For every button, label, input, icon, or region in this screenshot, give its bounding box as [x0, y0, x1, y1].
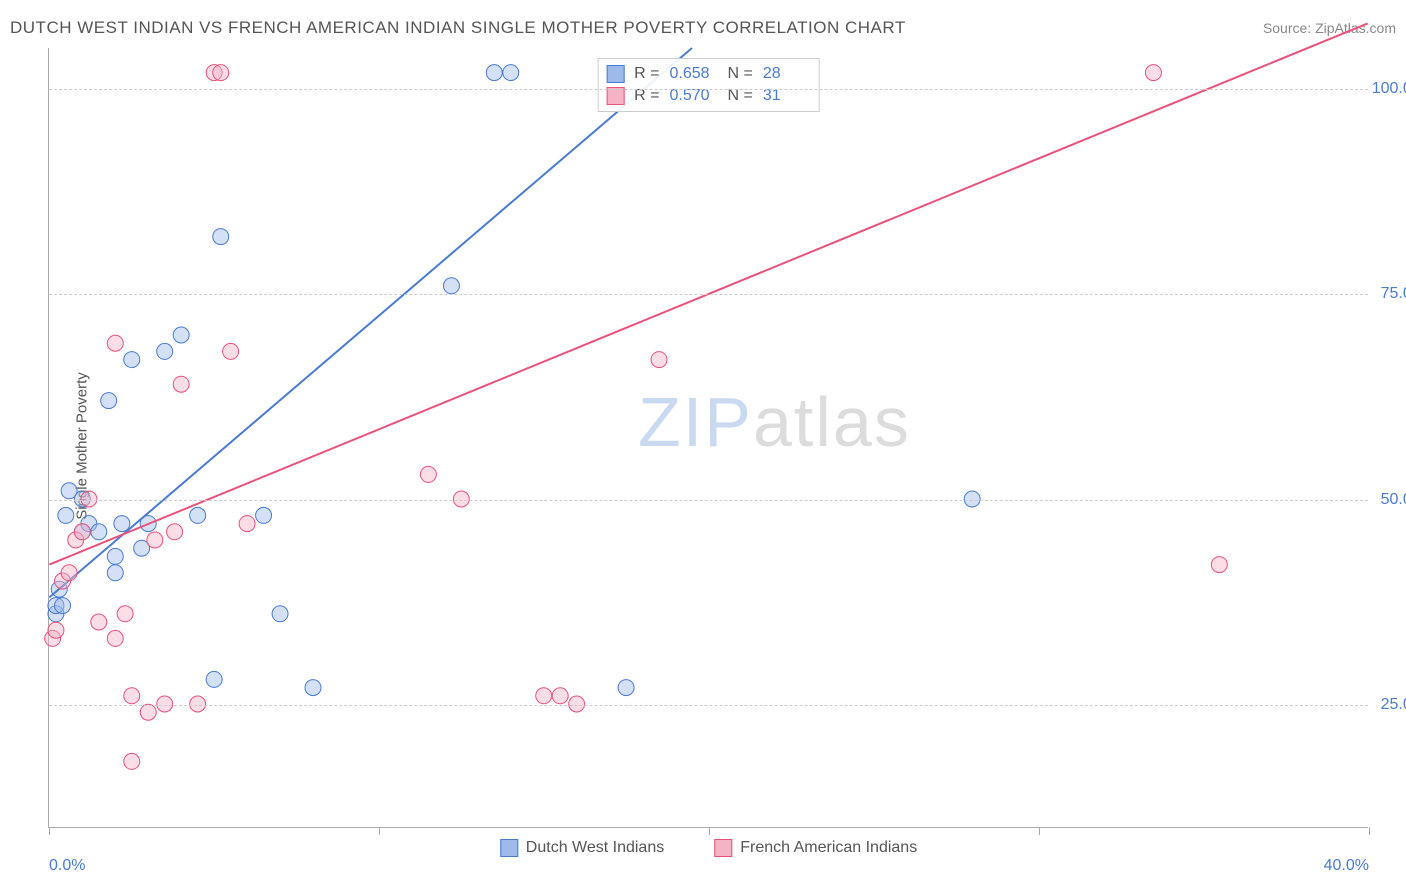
data-point: [239, 516, 255, 532]
data-point: [173, 327, 189, 343]
data-point: [173, 376, 189, 392]
stats-row: R = 0.658 N = 28: [606, 63, 811, 85]
data-point: [486, 65, 502, 81]
gridline-h: [49, 500, 1368, 501]
legend-swatch: [714, 839, 732, 857]
data-point: [147, 532, 163, 548]
legend-label: Dutch West Indians: [526, 839, 664, 857]
x-tick: [1039, 827, 1040, 835]
data-point: [58, 507, 74, 523]
stats-swatch: [606, 65, 624, 83]
data-point: [117, 606, 133, 622]
data-point: [552, 688, 568, 704]
data-point: [420, 466, 436, 482]
data-point: [124, 753, 140, 769]
data-point: [1211, 557, 1227, 573]
data-point: [107, 335, 123, 351]
data-point: [167, 524, 183, 540]
x-tick-label: 0.0%: [49, 857, 85, 875]
data-point: [1145, 65, 1161, 81]
data-point: [157, 343, 173, 359]
gridline-h: [49, 89, 1368, 90]
data-point: [91, 614, 107, 630]
data-point: [536, 688, 552, 704]
plot-area: ZIPatlas R =0.658N =28R =0.570N =31 Dutc…: [48, 48, 1368, 828]
data-point: [206, 671, 222, 687]
stats-r-value: 0.658: [670, 65, 718, 83]
x-tick: [379, 827, 380, 835]
data-point: [101, 393, 117, 409]
data-point: [107, 630, 123, 646]
data-point: [61, 565, 77, 581]
legend-bottom: Dutch West Indians French American Indian…: [500, 839, 917, 857]
gridline-h: [49, 294, 1368, 295]
x-tick-label: 40.0%: [1324, 857, 1369, 875]
data-point: [190, 507, 206, 523]
data-point: [124, 352, 140, 368]
stats-box: R =0.658N =28R =0.570N =31: [597, 58, 820, 112]
data-point: [651, 352, 667, 368]
legend-label: French American Indians: [740, 839, 917, 857]
data-point: [74, 524, 90, 540]
data-point: [223, 343, 239, 359]
source-label: Source: ZipAtlas.com: [1263, 20, 1396, 36]
data-point: [140, 704, 156, 720]
y-tick-label: 25.0%: [1381, 696, 1406, 714]
stats-r-label: R =: [634, 65, 659, 83]
y-tick-label: 100.0%: [1372, 80, 1406, 98]
data-point: [55, 598, 71, 614]
chart-svg: [49, 48, 1368, 827]
data-point: [503, 65, 519, 81]
data-point: [213, 229, 229, 245]
chart-title: DUTCH WEST INDIAN VS FRENCH AMERICAN IND…: [10, 18, 906, 38]
trend-line: [49, 48, 692, 597]
data-point: [443, 278, 459, 294]
stats-n-value: 28: [763, 65, 811, 83]
data-point: [618, 680, 634, 696]
data-point: [305, 680, 321, 696]
gridline-h: [49, 705, 1368, 706]
legend-item: French American Indians: [714, 839, 917, 857]
stats-n-label: N =: [728, 65, 753, 83]
x-tick: [1369, 827, 1370, 835]
data-point: [213, 65, 229, 81]
data-point: [124, 688, 140, 704]
legend-item: Dutch West Indians: [500, 839, 664, 857]
data-point: [107, 548, 123, 564]
data-point: [91, 524, 107, 540]
y-tick-label: 50.0%: [1381, 491, 1406, 509]
data-point: [272, 606, 288, 622]
data-point: [256, 507, 272, 523]
data-point: [48, 622, 64, 638]
legend-swatch: [500, 839, 518, 857]
x-tick: [49, 827, 50, 835]
data-point: [114, 516, 130, 532]
data-point: [107, 565, 123, 581]
x-tick: [709, 827, 710, 835]
y-tick-label: 75.0%: [1381, 285, 1406, 303]
